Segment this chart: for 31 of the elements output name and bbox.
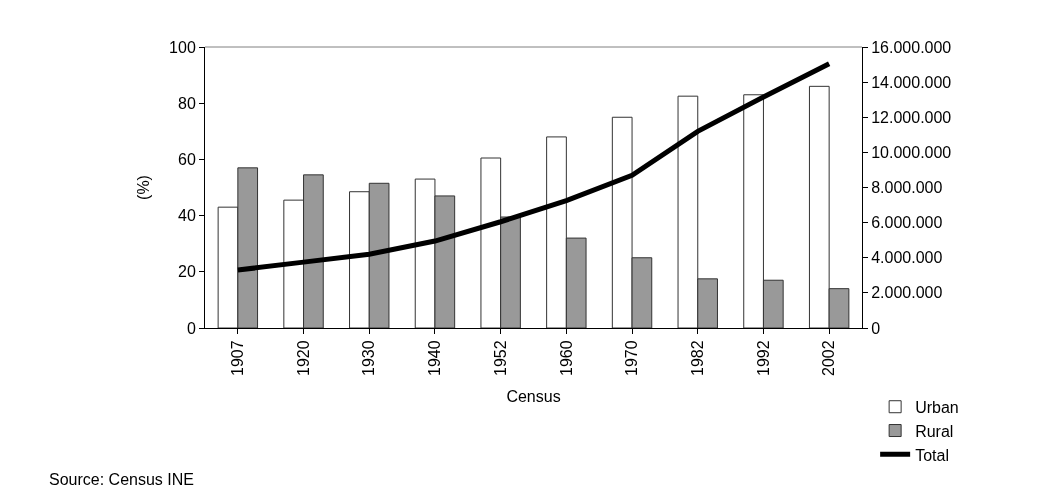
- y-tick-label: 80: [178, 94, 196, 112]
- y2-tick-label: 0: [871, 319, 881, 337]
- x-tick-label: 1982: [688, 340, 706, 376]
- y-axis-title: (%): [135, 175, 152, 200]
- y2-tick-label: 12.000.000: [871, 108, 952, 126]
- y2-tick-label: 10.000.000: [871, 143, 952, 161]
- x-tick-label: 1920: [294, 340, 312, 376]
- y2-tick-label: 16.000.000: [871, 38, 952, 56]
- x-tick-label: 1970: [623, 340, 641, 376]
- x-tick-label: 1992: [754, 340, 772, 376]
- y-tick-label: 40: [178, 207, 196, 225]
- x-tick-label: 2002: [820, 340, 838, 376]
- x-axis-title: Census: [506, 387, 561, 405]
- y2-tick-label: 4.000.000: [871, 249, 943, 267]
- x-tick-label: 1940: [426, 340, 444, 376]
- y-tick-label: 0: [186, 319, 196, 337]
- y2-tick-label: 6.000.000: [871, 214, 943, 232]
- y-tick-label: 20: [178, 263, 196, 281]
- x-tick-label: 1952: [491, 340, 509, 376]
- y2-tick-label: 2.000.000: [871, 284, 943, 302]
- source-note: Source: Census INE: [49, 471, 194, 488]
- legend-label: Urban: [915, 398, 959, 416]
- x-tick-label: 1960: [557, 340, 575, 376]
- y2-tick-label: 14.000.000: [871, 73, 952, 91]
- y2-tick-label: 8.000.000: [871, 179, 943, 197]
- x-tick-label: 1930: [360, 340, 378, 376]
- legend-label: Rural: [915, 422, 954, 440]
- y-tick-label: 100: [169, 38, 196, 56]
- y-tick-label: 60: [178, 151, 196, 168]
- x-tick-label: 1907: [229, 340, 247, 376]
- legend-label: Total: [915, 446, 949, 464]
